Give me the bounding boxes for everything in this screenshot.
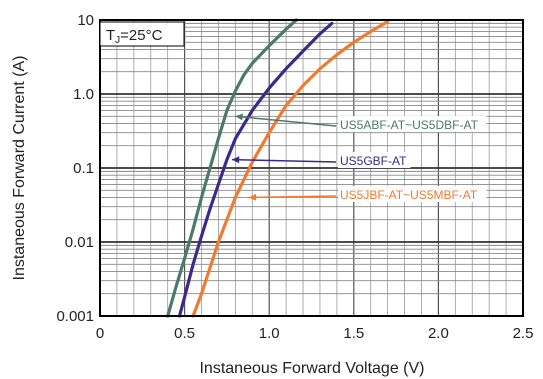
y-tick-label: 0.001 <box>56 308 94 325</box>
x-tick-label: 0.5 <box>174 325 195 342</box>
grid <box>100 20 523 316</box>
annotation-leader <box>235 116 336 126</box>
annotations: US5ABF-AT~US5DBF-AT US5GBF-AT US5JBF-AT~US… <box>232 114 486 202</box>
y-tick-label: 10 <box>77 12 94 29</box>
annotation-label-1: US5ABF-AT~US5DBF-AT <box>340 118 479 132</box>
temperature-label: TJ=25°C <box>106 27 163 46</box>
x-tick-label: 1.5 <box>343 325 364 342</box>
y-tick-label: 0.1 <box>73 160 94 177</box>
y-tick-label: 1.0 <box>73 86 94 103</box>
x-axis-title: Instaneous Forward Voltage (V) <box>199 360 424 377</box>
x-tick-label: 2.5 <box>513 325 534 342</box>
series-line-2 <box>180 23 332 316</box>
annotation-label-3: US5JBF-AT~US5MBF-AT <box>340 188 478 202</box>
x-axis-ticks: 0 0.5 1.0 1.5 2.0 2.5 <box>96 325 534 342</box>
y-axis-title: Instaneous Forward Current (A) <box>11 56 28 281</box>
y-axis-ticks: 0.001 0.01 0.1 1.0 10 <box>56 12 94 325</box>
annotation-leader <box>232 160 336 162</box>
temperature-label-box: TJ=25°C <box>100 22 184 46</box>
x-tick-label: 1.0 <box>259 325 280 342</box>
y-tick-label: 0.01 <box>65 234 94 251</box>
x-tick-label: 2.0 <box>428 325 449 342</box>
x-tick-label: 0 <box>96 325 104 342</box>
annotation-label-2: US5GBF-AT <box>340 154 407 168</box>
